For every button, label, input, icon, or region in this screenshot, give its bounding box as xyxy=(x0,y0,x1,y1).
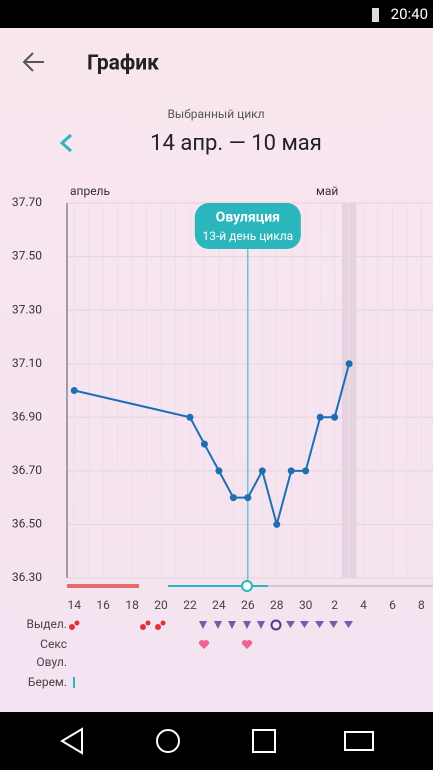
x-tick-label: 28 xyxy=(270,598,284,612)
x-tick-label: 4 xyxy=(360,598,367,612)
month-label: май xyxy=(316,184,338,198)
y-tick-label: 36.50 xyxy=(12,517,42,531)
clock: 20:40 xyxy=(391,5,428,23)
temperature-point xyxy=(287,467,295,475)
x-tick-label: 8 xyxy=(418,598,425,612)
temperature-point xyxy=(331,413,339,421)
x-tick-label: 26 xyxy=(241,598,255,612)
temperature-point xyxy=(258,467,266,475)
temperature-point xyxy=(345,360,353,368)
y-tick-label: 37.30 xyxy=(12,302,42,316)
temperature-point xyxy=(273,520,281,528)
nav-bar xyxy=(0,712,433,770)
x-tick-label: 24 xyxy=(212,598,226,612)
prev-cycle[interactable] xyxy=(59,133,72,153)
x-tick-label: 22 xyxy=(183,598,197,612)
status-bar xyxy=(0,0,433,28)
y-tick-label: 37.70 xyxy=(12,195,42,209)
ovulation-dot xyxy=(241,580,253,592)
ovulation-sublabel: 13-й день цикла xyxy=(202,229,293,243)
plot: 36.30 36.50 36.70 36.90 37.10 37.30 37.50 37.70… xyxy=(12,195,433,612)
temperature-point xyxy=(215,467,223,475)
y-tick-label: 36.70 xyxy=(12,463,42,477)
nav-back[interactable] xyxy=(60,727,83,755)
row-label: Выдел. xyxy=(27,617,68,631)
battery xyxy=(372,8,379,22)
nav-switch[interactable] xyxy=(344,731,374,751)
heart-icons xyxy=(198,640,253,649)
x-tick-label: 2 xyxy=(331,598,338,612)
row-label: Овул. xyxy=(36,655,67,669)
x-tick-label: 18 xyxy=(125,598,139,612)
temperature-point xyxy=(316,413,324,421)
temperature-point xyxy=(229,494,237,502)
pregnancy-mark xyxy=(73,677,75,688)
cycle-range: 14 апр. — 10 мая xyxy=(150,131,322,156)
x-tick-label: 6 xyxy=(389,598,396,612)
back-button[interactable] xyxy=(22,52,44,72)
y-tick-label: 37.50 xyxy=(12,249,42,263)
x-tick-label: 16 xyxy=(96,598,110,612)
x-tick-label: 14 xyxy=(67,598,81,612)
row-label: Берем. xyxy=(28,675,67,689)
discharge-icons xyxy=(69,620,166,630)
temperature-point xyxy=(302,467,310,475)
y-tick-label: 36.90 xyxy=(12,409,42,423)
y-tick-label: 37.10 xyxy=(12,356,42,370)
y-tick-label: 36.30 xyxy=(12,570,42,584)
nav-home[interactable] xyxy=(156,729,180,753)
nav-recent[interactable] xyxy=(252,729,276,753)
x-tick-label: 30 xyxy=(299,598,313,612)
ovulation-label: Овуляция xyxy=(216,210,280,226)
x-tick-label: 20 xyxy=(154,598,168,612)
temperature-point xyxy=(186,413,194,421)
period-bar xyxy=(67,584,139,588)
ovulation-badge xyxy=(194,203,301,249)
temperature-point xyxy=(200,440,208,448)
mucus-icons xyxy=(199,619,353,631)
title: График xyxy=(87,52,159,76)
temperature-point xyxy=(70,387,78,394)
cycle-caption: Выбранный цикл xyxy=(167,107,264,121)
month-label: апрель xyxy=(70,184,110,198)
row-label: Секс xyxy=(40,637,67,651)
temperature-point xyxy=(244,494,252,502)
